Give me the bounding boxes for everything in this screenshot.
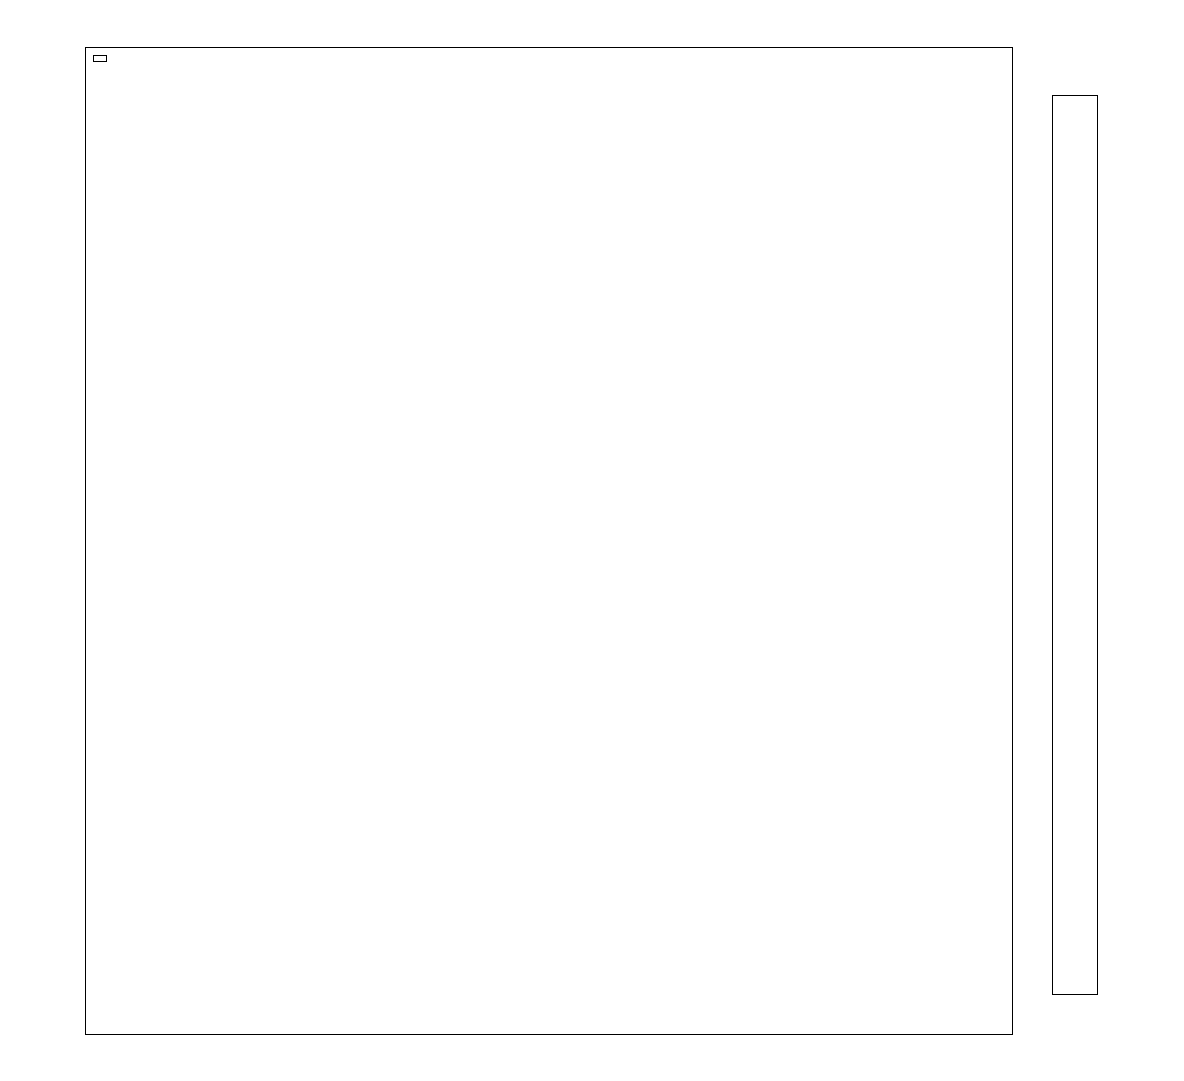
colorbar-gradient: [1052, 95, 1098, 995]
map-vector-layer: [86, 48, 1012, 1034]
radar-reflectivity-layer: [86, 48, 1012, 1034]
product-info-box: [93, 55, 107, 62]
colorbar[interactable]: [1052, 95, 1098, 995]
map-plot-area[interactable]: [85, 47, 1013, 1035]
